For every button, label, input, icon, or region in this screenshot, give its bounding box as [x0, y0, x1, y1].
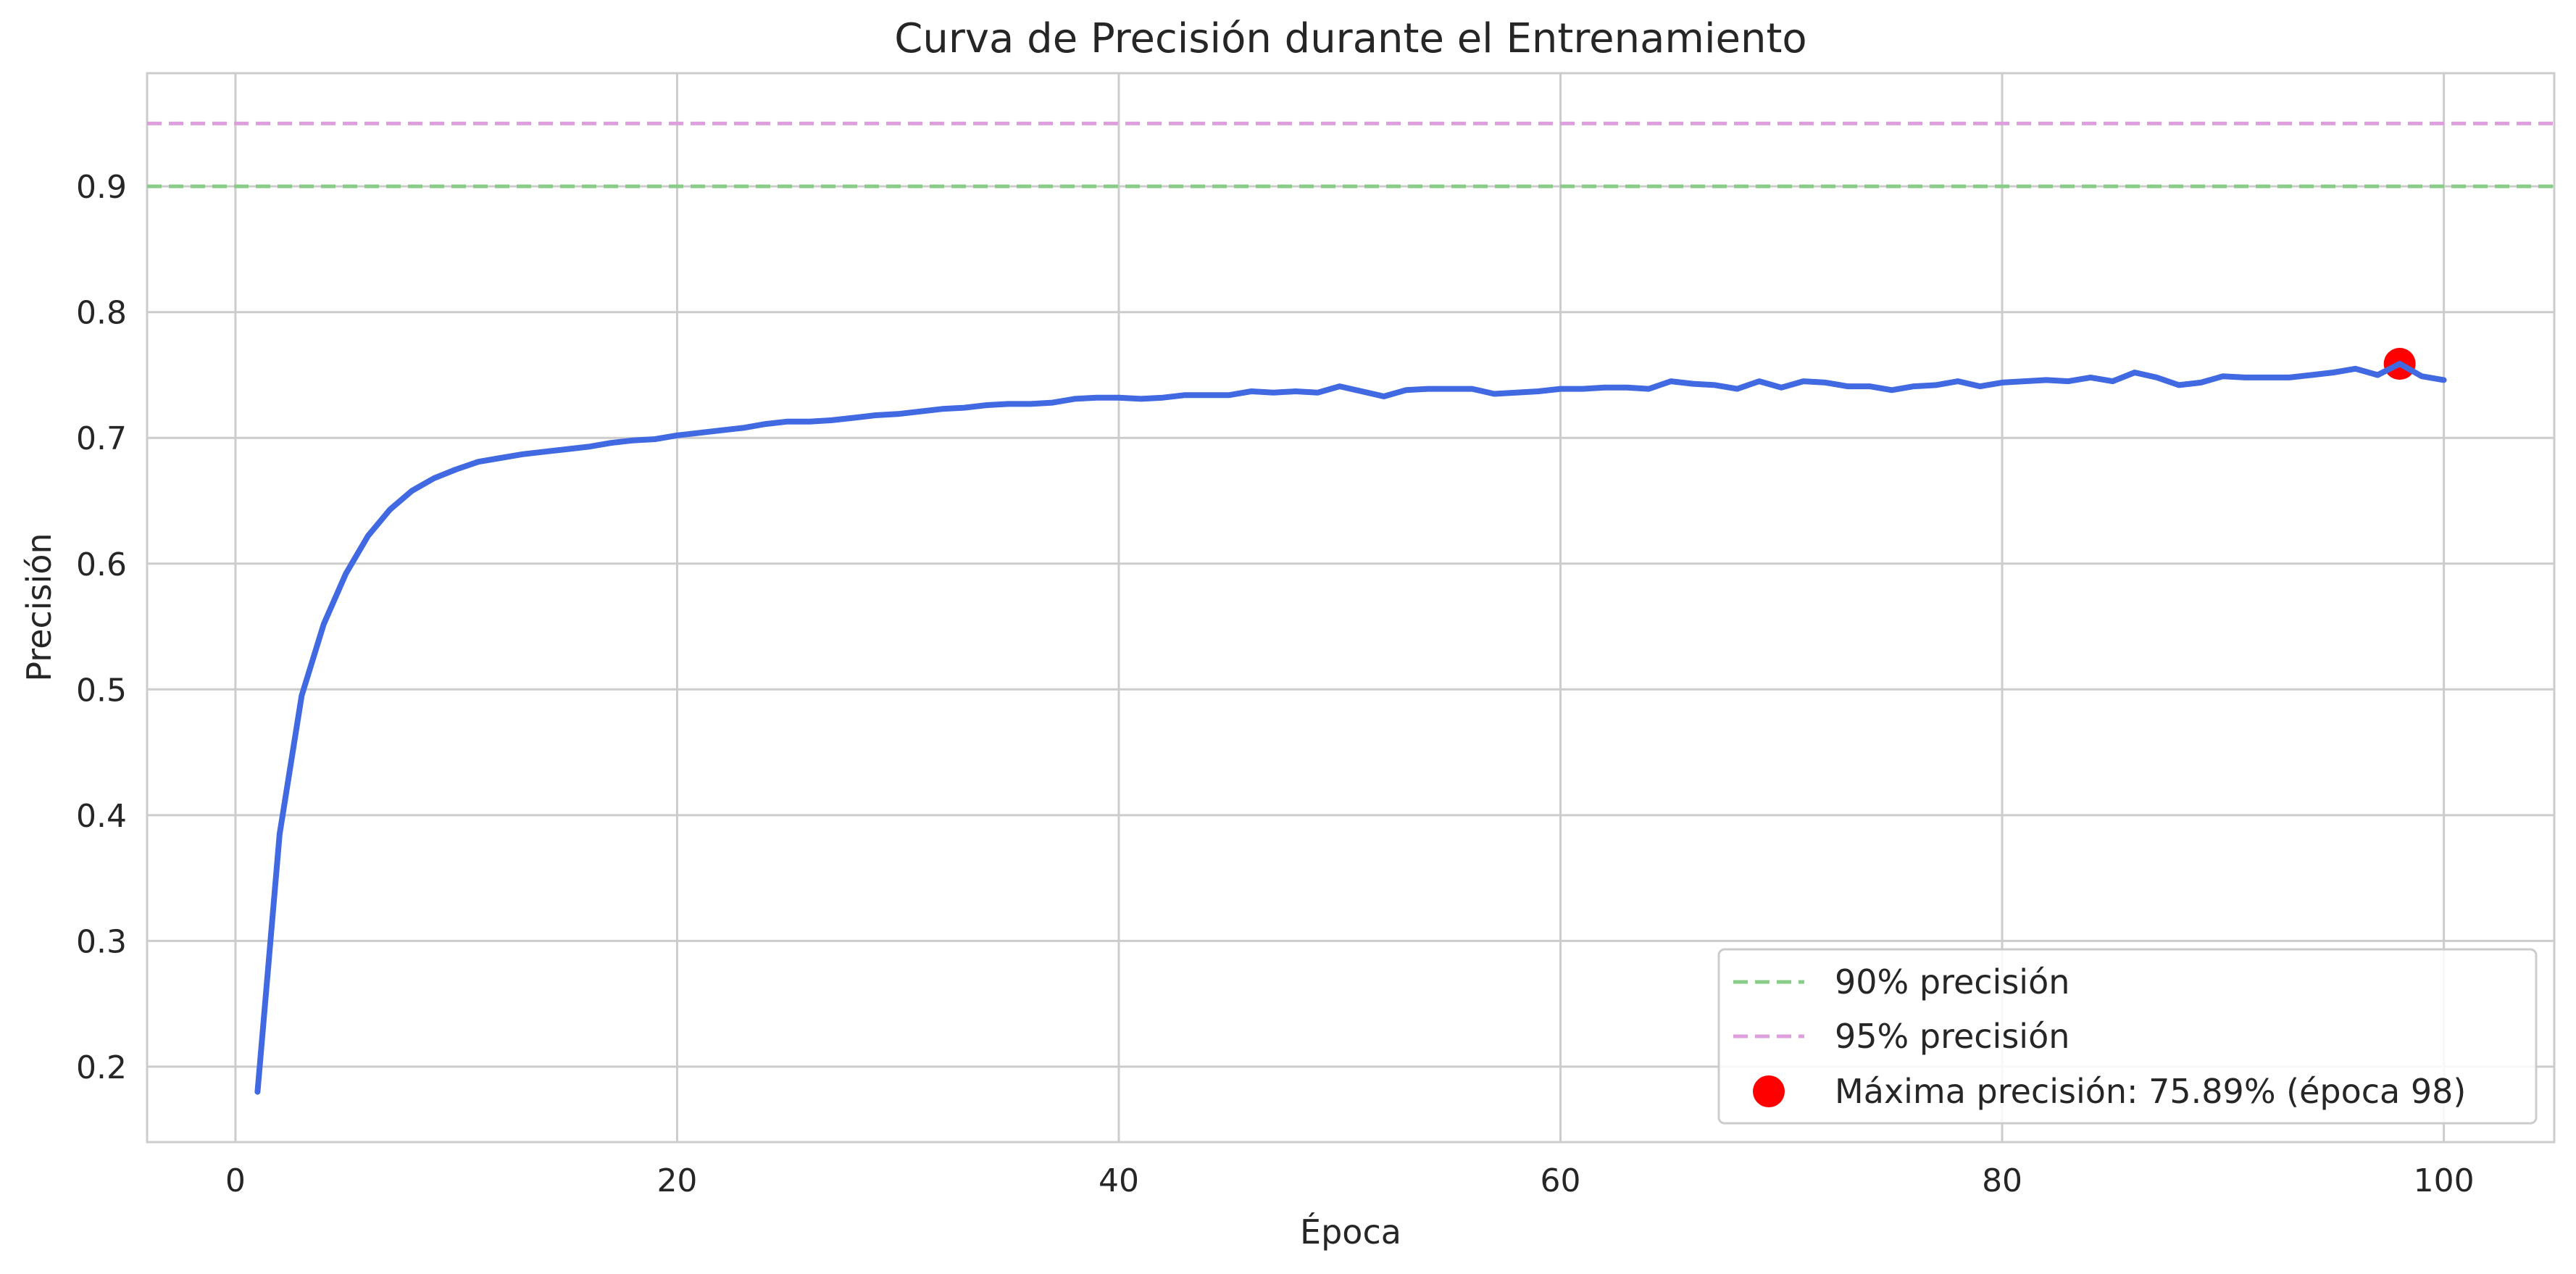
y-tick-label: 0.3 — [76, 923, 127, 960]
y-tick-label: 0.2 — [76, 1049, 127, 1086]
x-tick-label: 0 — [225, 1162, 246, 1199]
reference-lines — [147, 121, 2554, 188]
legend-label-90: 90% precisión — [1835, 962, 2069, 1002]
y-tick-label: 0.5 — [76, 672, 127, 709]
accuracy-series-line — [254, 361, 2447, 1095]
legend: 90% precisión 95% precisión Máxima preci… — [1717, 948, 2538, 1125]
x-tick-label: 20 — [656, 1162, 697, 1199]
y-tick-label: 0.4 — [76, 798, 127, 835]
chart-title: Curva de Precisión durante el Entrenamie… — [894, 15, 1806, 62]
y-tick-label: 0.6 — [76, 546, 127, 583]
tick-labels: 0 20 40 60 80 100 0.2 0.3 0.4 0.5 0.6 0.7 0.8 0.9 — [76, 169, 2475, 1199]
legend-box — [1717, 948, 2538, 1125]
y-tick-label: 0.9 — [76, 169, 127, 206]
y-tick-label: 0.7 — [76, 420, 127, 457]
x-tick-label: 100 — [2414, 1162, 2475, 1199]
y-tick-label: 0.8 — [76, 295, 127, 332]
legend-label-max: Máxima precisión: 75.89% (época 98) — [1835, 1072, 2466, 1111]
x-tick-label: 40 — [1099, 1162, 1139, 1199]
y-axis-title: Precisión — [20, 533, 59, 681]
series-layer — [254, 361, 2447, 1095]
x-tick-label: 80 — [1982, 1162, 2022, 1199]
x-axis-title: Época — [1300, 1212, 1401, 1252]
legend-marker-max — [1753, 1075, 1785, 1107]
legend-label-95: 95% precisión — [1835, 1017, 2069, 1056]
x-tick-label: 60 — [1541, 1162, 1581, 1199]
